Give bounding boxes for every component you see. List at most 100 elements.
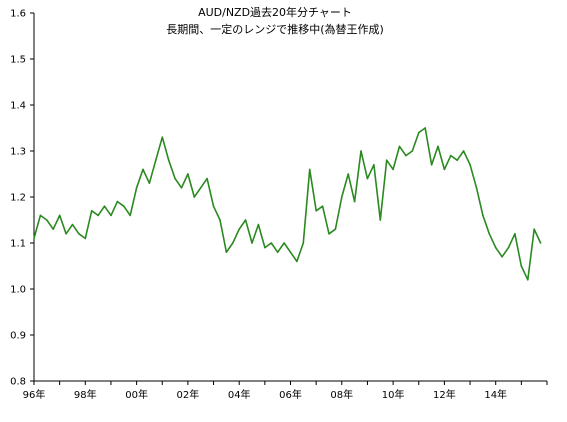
y-tick-label: 1.3 — [10, 147, 26, 158]
data-point — [199, 187, 202, 189]
data-point — [231, 242, 234, 244]
data-point — [398, 145, 401, 148]
data-point — [507, 246, 510, 249]
y-tick-label: 1.1 — [10, 239, 26, 250]
data-point — [116, 200, 119, 203]
data-point — [270, 242, 273, 244]
data-point — [321, 205, 324, 207]
data-point — [206, 177, 208, 180]
data-point — [526, 279, 529, 281]
data-point — [174, 177, 176, 180]
y-tick-label: 1.2 — [10, 193, 26, 204]
data-point — [122, 205, 125, 207]
data-point — [148, 182, 151, 184]
data-point — [219, 219, 221, 221]
data-point — [462, 150, 465, 152]
data-point — [110, 214, 112, 217]
data-point — [430, 164, 433, 166]
x-tick-label: 08年 — [330, 388, 353, 401]
data-point — [392, 168, 394, 171]
data-point — [353, 200, 356, 203]
x-tick-label: 14年 — [484, 388, 507, 401]
x-tick-label: 02年 — [177, 388, 200, 401]
y-tick-label: 1.5 — [10, 55, 26, 66]
y-tick-label: 0.9 — [10, 331, 26, 342]
x-tick-label: 10年 — [382, 388, 405, 401]
data-point — [46, 219, 48, 221]
data-point — [360, 150, 362, 152]
data-point — [283, 242, 285, 244]
data-point — [533, 228, 535, 230]
data-point — [167, 159, 170, 161]
data-point — [129, 214, 131, 217]
data-point — [90, 210, 93, 212]
data-point — [103, 205, 106, 207]
series-line — [33, 127, 542, 281]
data-point — [341, 196, 343, 198]
data-point — [276, 251, 279, 253]
data-point — [244, 219, 247, 221]
data-point — [84, 237, 87, 240]
data-point — [193, 196, 196, 198]
chart-subtitle: 長期間、一定のレンジで推移中(為替王作成) — [166, 22, 384, 36]
data-point — [385, 159, 388, 161]
data-point — [161, 136, 164, 138]
data-point — [33, 237, 35, 240]
data-point — [494, 246, 497, 249]
data-point — [469, 164, 471, 166]
data-point — [212, 205, 215, 207]
y-tick-label: 0.8 — [10, 377, 26, 388]
data-point — [437, 145, 439, 148]
data-point — [482, 214, 484, 217]
x-tick-label: 96年 — [23, 388, 46, 401]
data-point — [71, 223, 74, 226]
data-point — [411, 150, 414, 152]
data-point — [450, 154, 452, 157]
data-point — [379, 219, 382, 221]
y-tick-label: 1.4 — [10, 101, 26, 112]
axes: 0.8 0.9 1.0 1.1 1.2 1.3 1.4 1.5 1.6 96年 98年 00年 02年 0… — [10, 9, 548, 401]
x-tick-label: 98年 — [74, 388, 97, 401]
data-point — [264, 246, 266, 249]
y-tick-label: 1.6 — [10, 9, 26, 20]
y-tick-label: 1.0 — [10, 285, 26, 296]
data-point — [308, 168, 311, 171]
data-point — [366, 177, 369, 180]
data-point — [155, 159, 157, 161]
data-point — [475, 187, 478, 189]
data-point — [539, 242, 542, 244]
data-point — [58, 214, 61, 217]
data-point — [97, 214, 99, 217]
data-point — [289, 251, 292, 253]
data-point — [251, 242, 253, 244]
data-point — [443, 168, 446, 171]
x-tick-label: 00年 — [125, 388, 148, 401]
data-point — [187, 173, 189, 175]
data-point — [65, 233, 67, 235]
data-point — [135, 187, 138, 189]
x-tick-label: 06年 — [279, 388, 302, 401]
data-point — [328, 233, 330, 235]
x-tick-label: 04年 — [228, 388, 251, 401]
data-point — [52, 228, 55, 230]
data-point — [488, 233, 491, 235]
data-point — [142, 168, 144, 171]
chart-title: AUD/NZD過去20年分チャート — [198, 5, 352, 19]
data-point — [302, 242, 305, 244]
data-point — [257, 223, 260, 226]
data-point — [417, 131, 420, 134]
data-point — [347, 173, 350, 175]
data-point — [405, 154, 407, 157]
data-point — [238, 228, 240, 230]
data-point — [373, 164, 375, 166]
data-point — [78, 233, 80, 235]
data-point — [225, 251, 228, 253]
data-point — [39, 214, 42, 217]
data-point — [424, 127, 426, 129]
data-point — [315, 210, 317, 212]
data-point — [514, 233, 516, 235]
data-point — [456, 159, 459, 161]
series-group — [33, 127, 542, 281]
